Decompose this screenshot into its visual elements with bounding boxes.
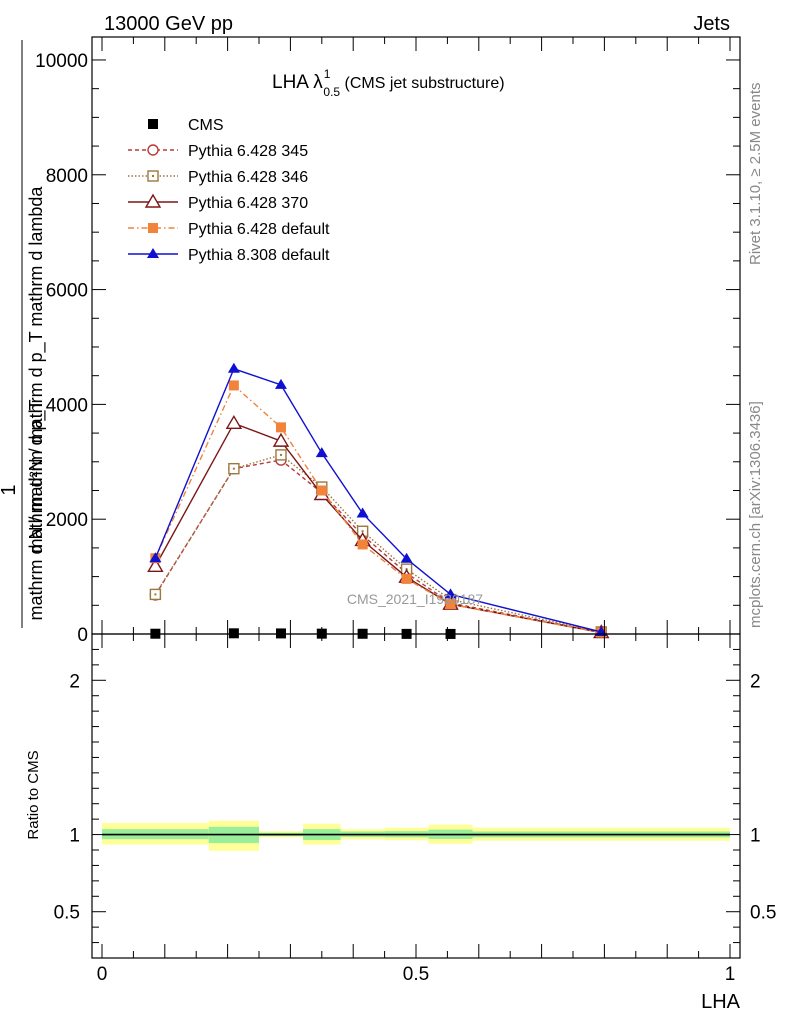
legend-marker — [148, 119, 158, 129]
legend-entry-pythia-6-428-345: Pythia 6.428 345 — [128, 143, 308, 160]
ratio-y-tick-label-right: 0.5 — [750, 903, 776, 924]
data-point — [357, 539, 368, 550]
series-line — [154, 367, 602, 633]
ratio-y-tick-label-right: 2 — [750, 671, 761, 692]
main-y-tick-label: 0 — [77, 625, 88, 646]
x-tick-label: 0 — [97, 964, 108, 985]
plot-title-suffix: (CMS jet substructure) — [340, 75, 504, 92]
x-tick-label: 1 — [725, 964, 736, 985]
legend-label: Pythia 6.428 346 — [188, 169, 308, 186]
data-point — [228, 628, 239, 639]
series-pythia-6-428-345 — [149, 454, 607, 638]
data-point — [274, 378, 287, 389]
legend-marker — [144, 193, 162, 208]
data-point — [401, 573, 412, 584]
data-point — [316, 485, 327, 496]
data-point — [272, 432, 290, 447]
legend: CMS Pythia 6.428 345 Pythia 6.428 346 Pythi… — [128, 117, 330, 264]
main-y-tick-label: 8000 — [46, 166, 88, 187]
legend-entry-pythia-6-428-370: Pythia 6.428 370 — [128, 193, 308, 212]
ratio-y-tick-label: 2 — [69, 671, 80, 692]
data-point — [147, 557, 164, 572]
data-point — [444, 588, 457, 599]
ratio-y-tick-label: 1 — [69, 826, 80, 847]
ratio-uncertainty-bands — [102, 820, 730, 851]
data-point — [228, 380, 239, 391]
data-point — [225, 414, 243, 430]
data-point — [356, 507, 369, 518]
legend-marker — [148, 223, 158, 233]
header-category: Jets — [693, 13, 730, 35]
data-point — [149, 552, 162, 563]
plot-title-subscript: 0.5 — [323, 85, 340, 99]
plot-title: LHA λ1 0.5 (CMS jet substructure) — [272, 67, 505, 99]
analysis-watermark: CMS_2021_I1920187 — [347, 591, 483, 607]
legend-label: Pythia 6.428 345 — [188, 143, 308, 160]
legend-marker — [147, 170, 159, 182]
main-y-tick-label: 2000 — [46, 510, 88, 531]
legend-label: CMS — [188, 117, 224, 134]
x-axis-label: LHA — [701, 991, 741, 1013]
data-point — [315, 447, 328, 458]
data-point — [228, 462, 240, 475]
legend-marker — [147, 248, 159, 258]
plot-title-main: LHA λ — [272, 72, 323, 93]
series-line — [154, 459, 602, 633]
legend-entry-cms: CMS — [148, 117, 224, 134]
plot-title-superscript: 1 — [324, 67, 331, 81]
data-point — [275, 422, 286, 433]
main-y-tick-label: 6000 — [46, 281, 88, 302]
mcplots-label: mcplots.cern.ch [arXiv:1306.3436] — [747, 401, 764, 628]
data-point — [275, 449, 287, 461]
main-y-tick-label: 10000 — [35, 51, 88, 72]
main-y-tick-label: 4000 — [46, 395, 88, 416]
x-tick-label: 0.5 — [403, 964, 429, 985]
y-label-numerator: 1 — [0, 484, 20, 495]
series-line — [154, 422, 602, 634]
legend-entry-pythia-6-428-346: Pythia 6.428 346 — [128, 169, 308, 186]
data-point — [445, 599, 456, 610]
series-pythia-6-428-346 — [149, 449, 607, 638]
data-point — [227, 362, 240, 373]
legend-label: Pythia 6.428 370 — [188, 195, 308, 212]
x-axis: 0 0.5 1 — [97, 37, 736, 985]
legend-entry-pythia-8-308-default: Pythia 8.308 default — [128, 247, 330, 264]
ratio-panel: 0.5 0.51 12 2 0 0.5 1 Ratio to CMS LHA — [25, 37, 776, 1013]
ratio-y-tick-label-right: 1 — [750, 826, 761, 847]
data-point — [400, 552, 413, 563]
y-label-denominator: mathrm d N / mathrm d p_T — [26, 399, 47, 620]
main-y-axis: 0 2000 4000 6000 8000 10000 — [35, 51, 740, 646]
ratio-plot-frame — [91, 633, 741, 959]
ratio-y-axis: 0.5 0.5 1 1 2 2 — [54, 648, 776, 944]
header-energy: 13000 GeV pp — [104, 13, 233, 35]
y-label-top: mathrm d²N / mathrm d p_T mathrm d lambd… — [26, 186, 47, 554]
legend-label: Pythia 6.428 default — [188, 221, 330, 238]
rivet-version-label: Rivet 3.1.10, ≥ 2.5M events — [747, 83, 764, 266]
legend-label: Pythia 8.308 default — [188, 247, 330, 264]
ratio-y-axis-label: Ratio to CMS — [25, 750, 42, 839]
legend-entry-pythia-6-428-default: Pythia 6.428 default — [128, 221, 330, 238]
legend-marker — [147, 144, 159, 156]
main-series-group — [147, 362, 610, 639]
main-y-axis-label: mathrm d²N / mathrm d p_T mathrm d lambd… — [0, 40, 47, 628]
data-point — [149, 588, 162, 601]
ratio-y-tick-label: 0.5 — [54, 903, 80, 924]
